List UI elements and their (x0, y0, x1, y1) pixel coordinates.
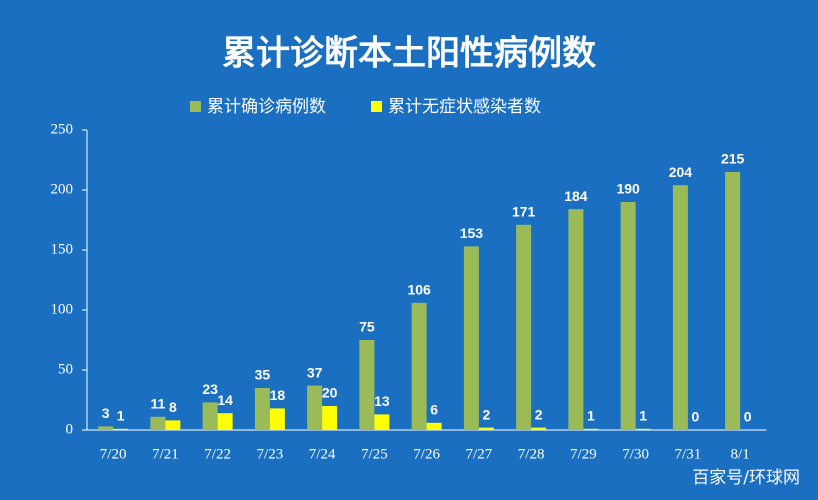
value-label: 204 (669, 164, 693, 180)
value-label: 3 (102, 405, 110, 421)
legend-swatch (371, 101, 382, 112)
value-label: 6 (430, 402, 438, 418)
bar (359, 340, 375, 430)
bar (269, 408, 285, 430)
x-tick-label: 7/23 (257, 446, 284, 462)
bar (254, 388, 270, 430)
value-label: 0 (744, 409, 752, 425)
value-label: 171 (512, 204, 536, 220)
bar (150, 416, 166, 430)
y-tick-label: 250 (51, 121, 74, 137)
legend-swatch (190, 101, 201, 112)
value-label: 11 (150, 396, 165, 412)
bar (202, 402, 218, 430)
value-label: 23 (202, 381, 218, 397)
value-label: 75 (359, 319, 375, 335)
x-tick-label: 7/20 (100, 446, 127, 462)
bar (463, 246, 479, 430)
bar (113, 428, 129, 430)
x-tick-label: 7/30 (622, 446, 649, 462)
value-label: 153 (460, 225, 484, 241)
value-label: 1 (639, 408, 647, 424)
value-label: 0 (691, 409, 699, 425)
x-tick-label: 7/22 (204, 446, 231, 462)
bar (568, 209, 584, 430)
bar (725, 172, 741, 430)
value-label: 20 (322, 385, 338, 401)
value-label: 35 (255, 367, 271, 383)
value-label: 106 (407, 282, 431, 298)
x-tick-label: 7/29 (570, 446, 597, 462)
bar (583, 428, 599, 430)
bar (217, 413, 233, 430)
value-label: 37 (307, 364, 323, 380)
value-label: 18 (270, 387, 286, 403)
bar (531, 427, 547, 430)
y-tick-label: 200 (51, 181, 74, 197)
value-label: 14 (217, 392, 233, 408)
bar (322, 406, 338, 430)
bar (672, 185, 688, 430)
x-tick-label: 7/25 (361, 446, 388, 462)
x-tick-label: 7/21 (152, 446, 179, 462)
legend-label: 累计无症状感染者数 (388, 97, 541, 117)
bar (620, 202, 636, 430)
legend-label: 累计确诊病例数 (207, 97, 326, 117)
value-label: 190 (616, 181, 640, 197)
value-label: 2 (482, 406, 490, 422)
y-tick-label: 50 (58, 361, 73, 377)
chart-title: 累计诊断本土阳性病例数 (222, 34, 596, 74)
value-label: 8 (169, 399, 177, 415)
y-tick-label: 0 (66, 421, 74, 437)
bar (426, 422, 442, 430)
bar (307, 385, 323, 430)
y-tick-label: 100 (51, 301, 74, 317)
x-tick-label: 8/1 (731, 446, 750, 462)
value-label: 215 (721, 151, 745, 167)
watermark: 百家号/环球网 (692, 468, 800, 488)
x-tick-label: 7/27 (466, 446, 493, 462)
bar (98, 426, 114, 430)
x-tick-label: 7/24 (309, 446, 336, 462)
bar (478, 427, 494, 430)
bar (635, 428, 651, 430)
bar (374, 414, 390, 430)
x-tick-label: 7/26 (413, 446, 440, 462)
value-label: 1 (587, 408, 595, 424)
y-tick-label: 150 (51, 241, 74, 257)
value-label: 2 (535, 406, 543, 422)
bar (165, 420, 181, 430)
value-label: 1 (117, 408, 125, 424)
value-label: 184 (564, 188, 588, 204)
x-tick-label: 7/28 (518, 446, 545, 462)
x-tick-label: 7/31 (675, 446, 702, 462)
bar (411, 302, 427, 430)
bar (516, 224, 532, 430)
value-label: 13 (374, 393, 390, 409)
